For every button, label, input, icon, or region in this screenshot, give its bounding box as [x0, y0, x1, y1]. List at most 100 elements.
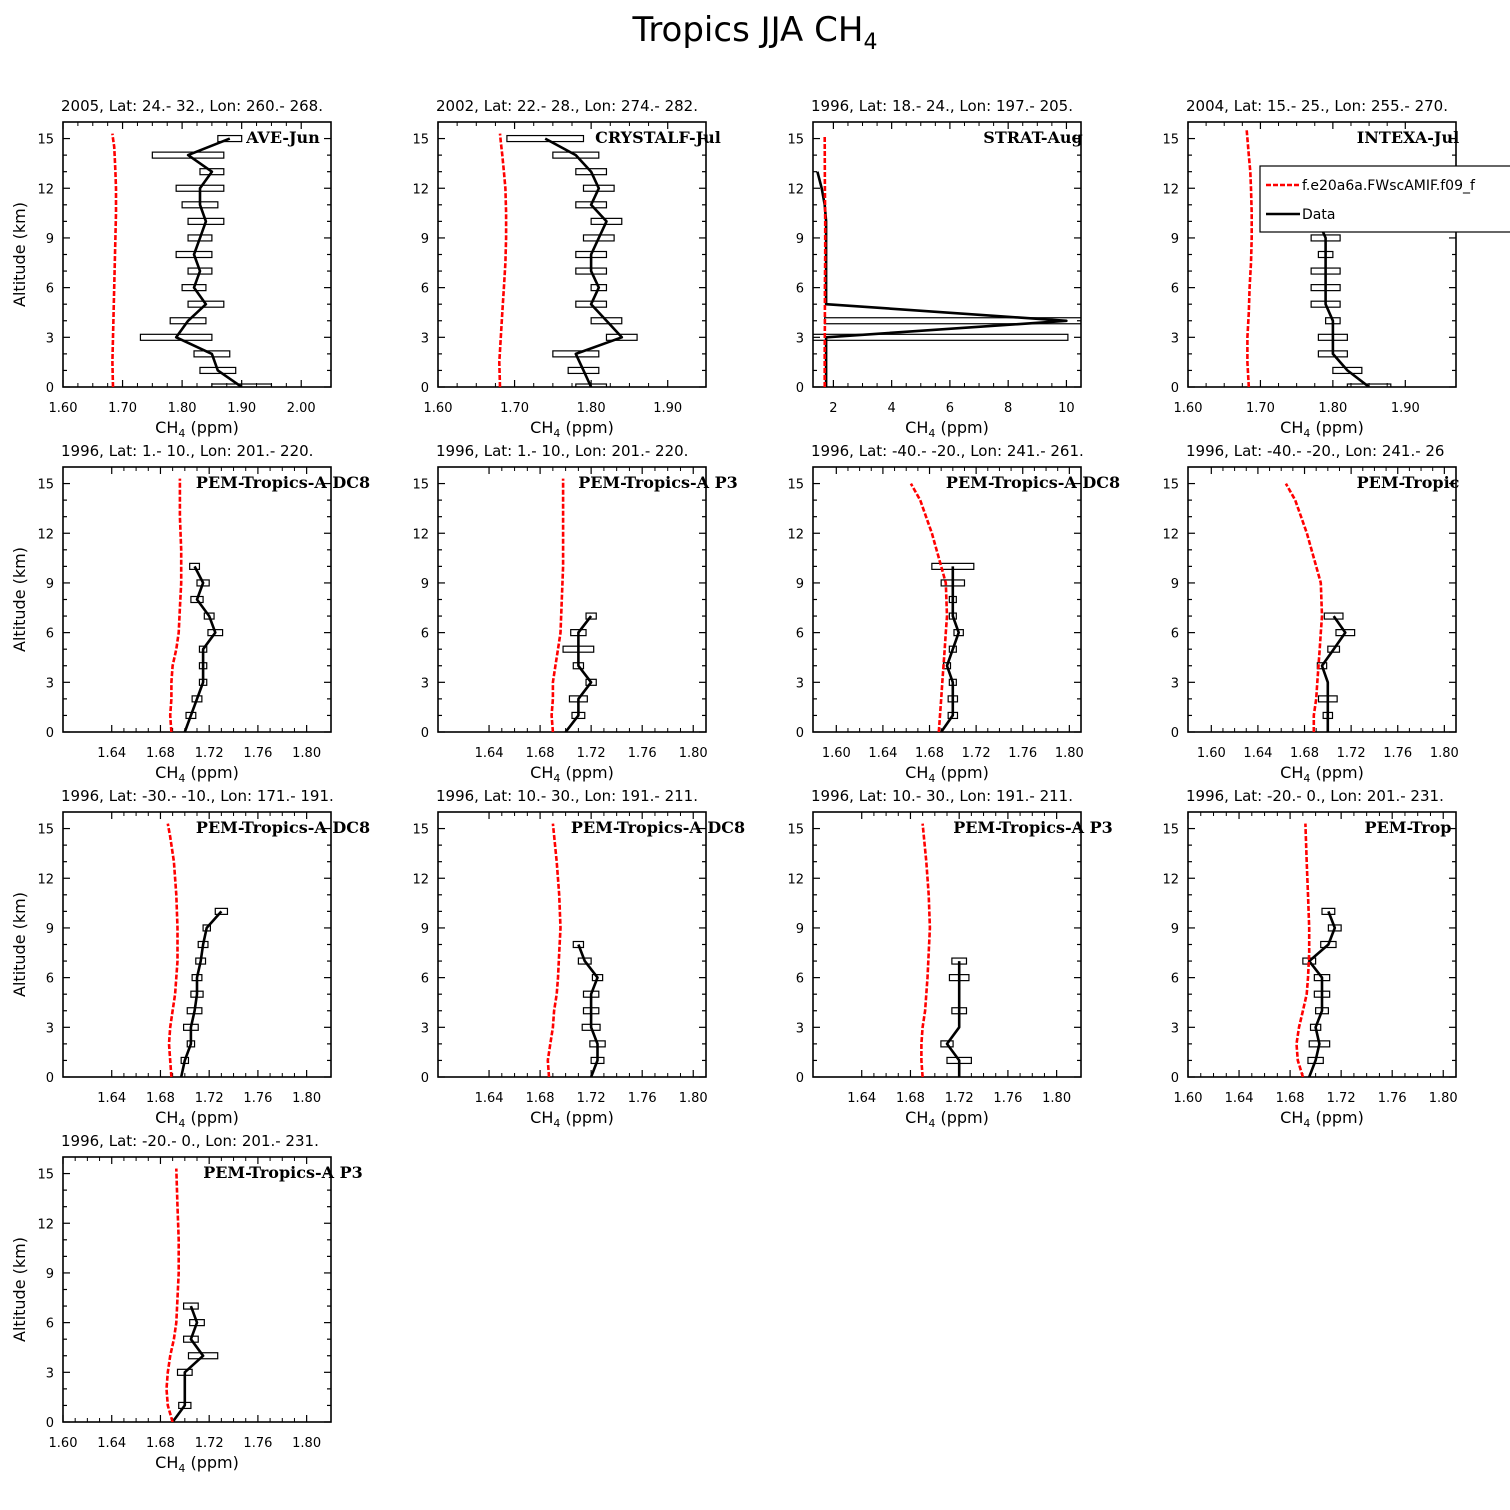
x-tick-label: 1.68 [526, 1091, 555, 1106]
x-tick-label: 1.72 [945, 1091, 974, 1106]
plot-frame [62, 1156, 332, 1423]
x-tick-label: 1.68 [526, 746, 555, 761]
x-tick-label: 4 [888, 401, 896, 416]
data-line [544, 137, 624, 387]
x-tick-label: 1.60 [1174, 401, 1203, 416]
panel-header: 1996, Lat: -20.- 0., Lon: 201.- 231. [61, 1132, 319, 1150]
plot-area [909, 482, 975, 732]
x-tick-label: 1.80 [679, 746, 708, 761]
plot-area [166, 823, 229, 1077]
campaign-label: PEM-Tropics-A DC8 [571, 818, 745, 837]
panel-header: 1996, Lat: -40.- -20., Lon: 241.- 261. [811, 442, 1084, 460]
y-tick-label: 12 [1162, 872, 1179, 887]
y-tick-label: 9 [46, 232, 54, 247]
x-tick-label: 1.64 [475, 1091, 504, 1106]
error-box [605, 333, 638, 341]
x-tick-label: 1.60 [49, 1436, 78, 1451]
x-tick-label: 1.80 [577, 401, 606, 416]
campaign-label: PEM-Tropics-A P3 [578, 473, 738, 492]
x-tick-label: 1.72 [195, 1091, 224, 1106]
y-tick-label: 6 [1171, 972, 1179, 987]
panel-header: 2005, Lat: 24.- 32., Lon: 260.- 268. [61, 97, 323, 115]
y-tick-label: 9 [796, 232, 804, 247]
x-tick-label: 2.00 [287, 401, 316, 416]
y-tick-label: 9 [421, 922, 429, 937]
x-tick-label: 1.80 [1429, 1091, 1458, 1106]
x-tick-label: 1.80 [1318, 401, 1347, 416]
y-tick-label: 3 [421, 676, 429, 691]
x-tick-label: 1.70 [108, 401, 137, 416]
x-tick-label: 1.80 [1042, 1091, 1071, 1106]
x-tick-label: 1.72 [1337, 746, 1366, 761]
y-tick-label: 3 [421, 1021, 429, 1036]
panel-header: 2004, Lat: 15.- 25., Lon: 255.- 270. [1186, 97, 1448, 115]
x-tick-label: 1.72 [577, 1091, 606, 1106]
x-tick-label: 1.60 [424, 401, 453, 416]
y-tick-label: 15 [37, 823, 54, 838]
plot-area [1284, 482, 1356, 732]
y-tick-label: 0 [46, 1416, 54, 1431]
y-tick-label: 15 [787, 133, 804, 148]
x-tick-label: 1.80 [1430, 746, 1459, 761]
data-line [816, 171, 1068, 387]
plot-frame [812, 466, 1082, 733]
model-line [1295, 823, 1311, 1077]
x-tick-label: 1.68 [1290, 746, 1319, 761]
error-box [585, 678, 597, 686]
y-tick-label: 3 [796, 1021, 804, 1036]
x-tick-label: 6 [946, 401, 954, 416]
y-tick-label: 6 [46, 972, 54, 987]
x-tick-label: 1.90 [653, 401, 682, 416]
panel-header: 1996, Lat: 1.- 10., Lon: 201.- 220. [436, 442, 688, 460]
error-box [139, 333, 213, 341]
y-tick-label: 15 [787, 478, 804, 493]
x-tick-label: 1.68 [146, 1436, 175, 1451]
plot-area [1295, 823, 1342, 1077]
campaign-label: PEM-Tropics-A P3 [203, 1163, 363, 1182]
y-tick-label: 12 [1162, 182, 1179, 197]
plot-frame [812, 811, 1082, 1078]
plot-area [168, 478, 224, 732]
x-axis-label: CH4 (ppm) [905, 418, 989, 440]
x-tick-label: 1.64 [97, 1436, 126, 1451]
y-tick-label: 9 [1171, 922, 1179, 937]
y-tick-label: 0 [46, 381, 54, 396]
x-tick-label: 1.60 [1174, 1091, 1203, 1106]
y-tick-label: 0 [796, 1071, 804, 1086]
y-tick-label: 6 [421, 282, 429, 297]
panel-header: 1996, Lat: -30.- -10., Lon: 171.- 191. [61, 787, 334, 805]
y-tick-label: 12 [37, 1217, 54, 1232]
x-tick-label: 8 [1004, 401, 1012, 416]
plot-frame [437, 466, 707, 733]
model-line [168, 478, 183, 732]
y-tick-label: 12 [412, 872, 429, 887]
error-box [1323, 612, 1344, 620]
data-line [1310, 212, 1370, 387]
plot-frame [437, 811, 707, 1078]
y-tick-label: 9 [46, 922, 54, 937]
x-tick-label: 1.70 [1246, 401, 1275, 416]
error-box [151, 151, 225, 159]
error-box [187, 300, 225, 308]
y-tick-label: 3 [421, 331, 429, 346]
error-box [189, 562, 201, 570]
y-tick-label: 15 [1162, 478, 1179, 493]
x-axis-label: CH4 (ppm) [1280, 763, 1364, 785]
chart-panel: 1996, Lat: -20.- 0., Lon: 201.- 231. 0 3 6 9… [1162, 787, 1457, 1130]
x-tick-label: 1.76 [1383, 746, 1412, 761]
y-tick-label: 9 [46, 1267, 54, 1282]
y-tick-label: 9 [421, 232, 429, 247]
y-tick-label: 6 [796, 282, 804, 297]
x-axis-label: CH4 (ppm) [530, 763, 614, 785]
x-tick-label: 1.60 [49, 401, 78, 416]
x-tick-label: 1.64 [868, 746, 897, 761]
x-tick-label: 1.76 [993, 1091, 1022, 1106]
y-tick-label: 0 [796, 726, 804, 741]
plot-frame [437, 121, 707, 388]
x-tick-label: 1.64 [847, 1091, 876, 1106]
y-tick-label: 15 [1162, 133, 1179, 148]
plot-area [920, 823, 972, 1077]
model-line [546, 823, 562, 1077]
panel-header: 1996, Lat: -40.- -20., Lon: 241.- 26 [1186, 442, 1444, 460]
x-tick-label: 1.64 [1243, 746, 1272, 761]
